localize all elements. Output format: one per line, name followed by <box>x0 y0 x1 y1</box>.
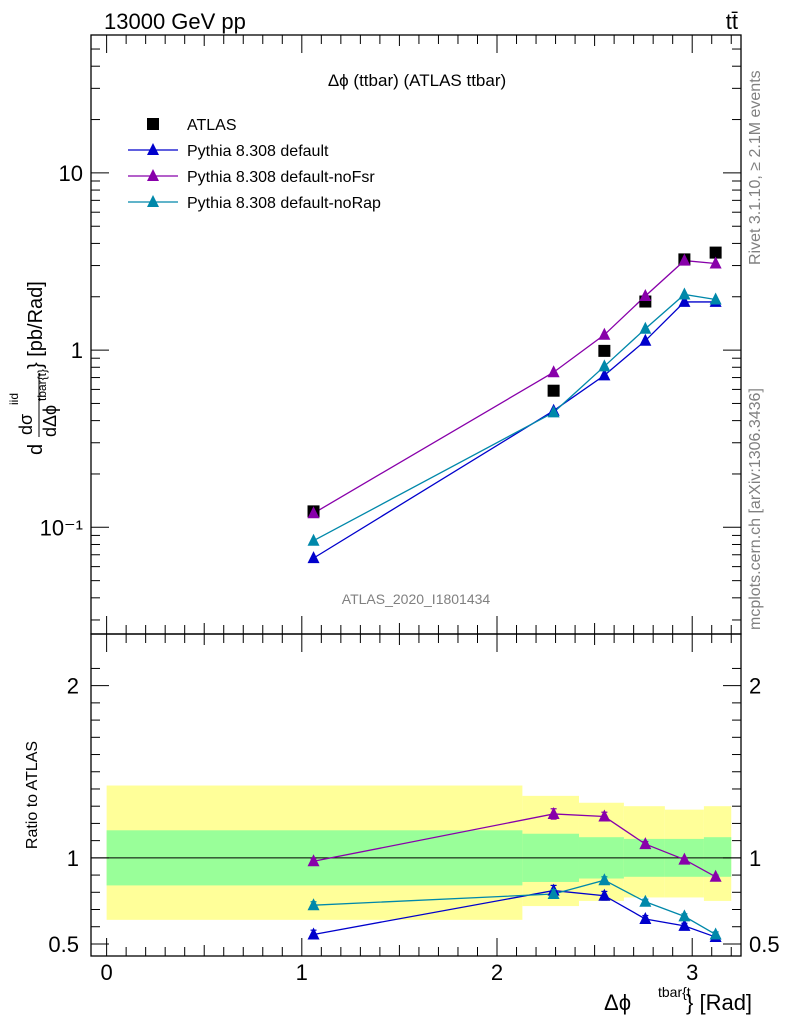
ratio-point <box>307 927 320 940</box>
data-point <box>598 359 611 372</box>
series-line <box>313 293 716 542</box>
watermark: ATLAS_2020_I1801434 <box>342 591 491 607</box>
data-point <box>709 256 722 269</box>
x-axis-label: Δϕ tbar{t } [Rad] <box>604 984 752 1015</box>
data-point <box>307 533 320 546</box>
data-point-atlas <box>709 246 722 259</box>
ratio-point <box>639 837 652 850</box>
ylabel-iid: iid <box>7 393 21 405</box>
y-tick-label: 10⁻¹ <box>40 515 83 540</box>
ylabel-ddphi: dΔϕ <box>40 405 60 437</box>
x-tick-label: 3 <box>686 960 698 985</box>
process-label: tt̄ <box>726 9 738 34</box>
main-y-label: d dσ iid dΔϕ tbar{t} } [pb/Rad] <box>7 281 60 455</box>
energy-label: 13000 GeV pp <box>104 9 246 34</box>
series-line <box>313 259 716 514</box>
legend: ATLAS Pythia 8.308 default Pythia 8.308 de… <box>128 117 381 212</box>
ratio-point <box>678 852 691 865</box>
ratio-point <box>598 873 611 886</box>
ratio-point <box>598 888 611 901</box>
data-point <box>547 405 560 418</box>
x-tick-label: 1 <box>296 960 308 985</box>
ratio-line <box>313 813 716 878</box>
main-panel: 10⁻¹ 1 10 Δϕ (ttbar) (ATLAS ttbar) ATLAS_2… <box>7 34 742 635</box>
ratio-point <box>678 918 691 931</box>
ylabel-tbar: tbar{t} <box>35 369 49 401</box>
legend-label: Pythia 8.308 default <box>187 143 329 160</box>
xlabel-dphi: Δϕ <box>604 990 631 1015</box>
legend-marker <box>147 169 159 181</box>
data-point <box>639 288 652 301</box>
xlabel-tbar: tbar{t <box>658 984 691 1000</box>
data-point <box>709 292 722 305</box>
data-point <box>598 368 611 381</box>
x-tick-label: 2 <box>491 960 503 985</box>
data-point <box>678 294 691 307</box>
x-tick-label: 0 <box>100 960 112 985</box>
data-point <box>307 551 320 564</box>
ratio-point <box>639 911 652 924</box>
svg-text:d: d <box>25 444 47 455</box>
ylabel-dsigma: dσ <box>16 414 36 435</box>
y-tick-label: 1 <box>71 338 83 363</box>
ratio-frame <box>90 633 742 957</box>
ratio-point <box>709 869 722 882</box>
main-title: Δϕ (ttbar) (ATLAS ttbar) <box>328 71 506 90</box>
y-tick-label: 0.5 <box>48 932 79 957</box>
y-tick-label-right: 0.5 <box>749 932 780 957</box>
ratio-line <box>313 879 716 936</box>
data-point <box>307 506 320 519</box>
data-point <box>639 333 652 346</box>
data-point <box>678 287 691 300</box>
y-tick-label-right: 2 <box>749 674 761 699</box>
data-point-atlas <box>547 384 560 397</box>
ratio-point <box>547 806 560 819</box>
data-point <box>598 327 611 340</box>
ratio-point <box>547 887 560 900</box>
legend-label: Pythia 8.308 default-noRap <box>187 195 381 212</box>
series-line <box>313 301 716 559</box>
legend-label: Pythia 8.308 default-noFsr <box>187 169 375 186</box>
ratio-point <box>307 854 320 867</box>
legend-marker <box>147 195 159 207</box>
legend-marker <box>147 118 159 130</box>
data-point <box>678 253 691 266</box>
data-point <box>547 365 560 378</box>
xlabel-unit: } [Rad] <box>686 990 752 1015</box>
data-point-atlas <box>598 344 611 357</box>
y-tick-label-right: 1 <box>749 846 761 871</box>
source-label: mcplots.cern.ch [arXiv:1306.3436] <box>747 388 764 630</box>
y-tick-label: 1 <box>67 846 79 871</box>
data-point <box>639 321 652 334</box>
y-tick-label: 2 <box>67 674 79 699</box>
ratio-line <box>313 889 716 938</box>
legend-label: ATLAS <box>187 117 237 134</box>
ratio-point <box>639 894 652 907</box>
ratio-y-label: Ratio to ATLAS <box>24 741 41 849</box>
uncertainty-band-green <box>703 837 732 877</box>
ylabel-unit: } [pb/Rad] <box>25 281 47 369</box>
ratio-point <box>678 909 691 922</box>
y-tick-label: 10 <box>59 161 83 186</box>
ylabel-d: d <box>25 444 47 455</box>
ratio-panel: 0.5 0.5 1 1 2 2 0 1 2 3 Ratio to ATLAS Δϕ tbar{t … <box>24 633 780 1015</box>
ratio-point <box>709 927 722 940</box>
rivet-label: Rivet 3.1.10, ≥ 2.1M events <box>747 70 764 265</box>
ratio-point <box>307 898 320 911</box>
legend-marker <box>147 143 159 155</box>
ratio-point <box>598 809 611 822</box>
